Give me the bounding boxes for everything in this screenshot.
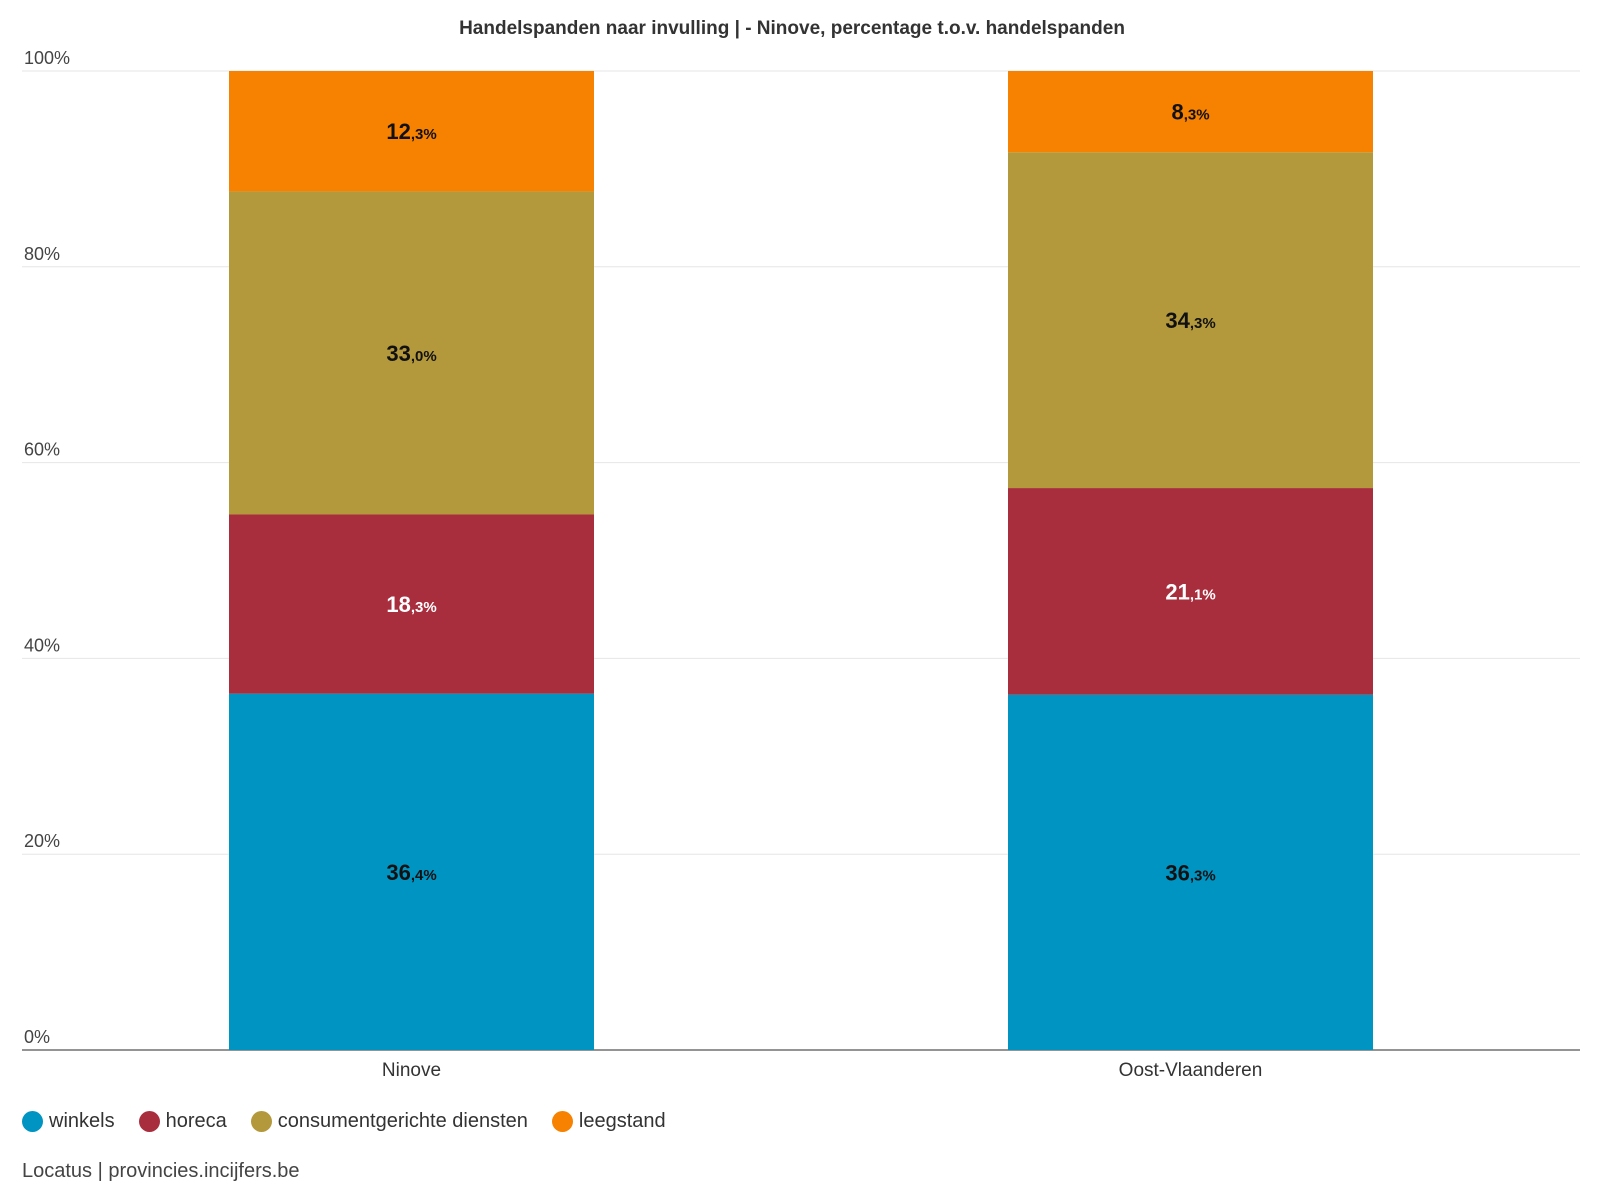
- chart-title: Handelspanden naar invulling | - Ninove,…: [459, 18, 1125, 39]
- y-tick-label: 100%: [24, 48, 70, 68]
- x-tick-label: Ninove: [382, 1060, 441, 1081]
- bar-segment: [1008, 694, 1373, 1050]
- y-tick-label: 60%: [24, 440, 60, 460]
- bar-segment: [1008, 488, 1373, 695]
- source-note: Locatus | provincies.incijfers.be: [22, 1160, 300, 1182]
- bar-segment: [1008, 71, 1373, 153]
- bars: 36,4% 18,3% 33,0% 12,3% 36,3% 21,1% 34,3% 8,3%: [229, 71, 1373, 1050]
- bar-segment: [229, 514, 594, 694]
- legend-swatch: [551, 1111, 573, 1132]
- data-label: 34,3%: [1165, 308, 1215, 333]
- legend-label: winkels: [49, 1110, 115, 1132]
- legend-item[interactable]: leegstand: [551, 1110, 666, 1133]
- data-label: 36,4%: [386, 860, 436, 885]
- y-axis: 0% 20% 40% 60% 80% 100%: [24, 48, 70, 1047]
- legend-label: leegstand: [578, 1110, 666, 1132]
- data-label: 18,3%: [386, 592, 436, 617]
- bar-segment: [229, 191, 594, 515]
- y-tick-label: 0%: [24, 1027, 50, 1047]
- bar-segment: [1008, 152, 1373, 489]
- x-axis: Ninove Oost-Vlaanderen: [382, 1060, 1262, 1081]
- y-tick-label: 80%: [24, 244, 60, 264]
- bar-segment: [229, 71, 594, 192]
- data-label: 33,0%: [386, 341, 436, 366]
- legend-label: horeca: [165, 1110, 227, 1132]
- y-tick-label: 40%: [24, 635, 60, 655]
- bar-segment: [229, 693, 594, 1050]
- legend-swatch: [138, 1111, 160, 1132]
- x-tick-label: Oost-Vlaanderen: [1119, 1060, 1263, 1081]
- legend-item[interactable]: horeca: [138, 1110, 227, 1133]
- data-label: 8,3%: [1171, 100, 1209, 125]
- data-label: 21,1%: [1165, 579, 1215, 604]
- chart: Handelspanden naar invulling | - Ninove,…: [22, 18, 1580, 1081]
- legend-item[interactable]: consumentgerichte diensten: [250, 1110, 528, 1133]
- data-label: 12,3%: [386, 119, 436, 144]
- legend-swatch: [250, 1111, 272, 1132]
- legend: winkels horeca consumentgerichte diensten l…: [22, 1110, 666, 1133]
- data-label: 36,3%: [1165, 860, 1215, 885]
- legend-swatch: [22, 1111, 43, 1132]
- legend-item[interactable]: winkels: [22, 1110, 115, 1133]
- y-tick-label: 20%: [24, 831, 60, 851]
- legend-label: consumentgerichte diensten: [277, 1110, 528, 1132]
